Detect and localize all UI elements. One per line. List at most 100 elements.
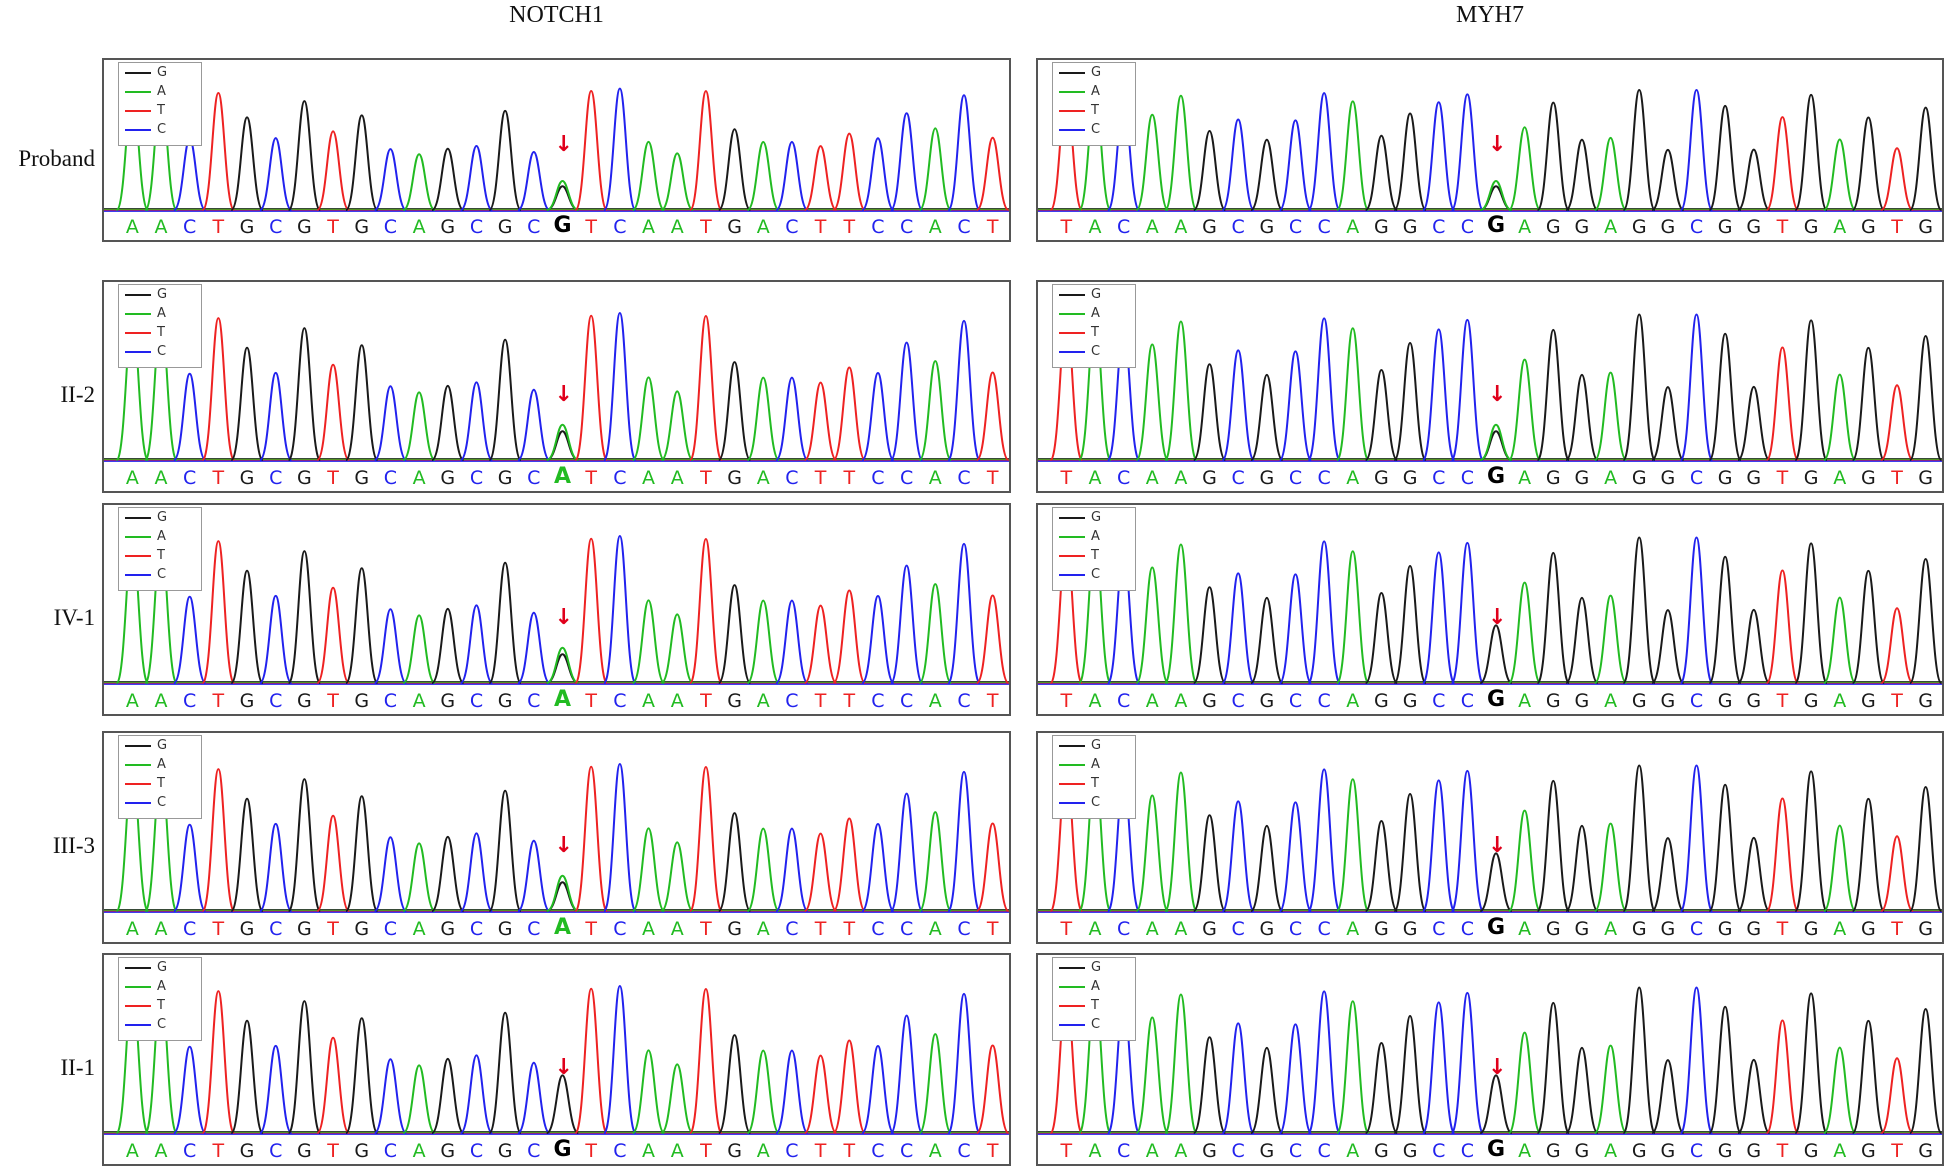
base-call: A	[412, 1140, 426, 1162]
base-call: T	[986, 918, 999, 940]
peak-t	[1880, 607, 1914, 684]
peak-g	[1565, 373, 1599, 461]
peak-c	[1679, 88, 1714, 211]
peak-g	[1364, 1041, 1399, 1134]
base-call: G	[1803, 467, 1819, 489]
base-call: G	[1545, 918, 1561, 940]
peak-t	[574, 537, 608, 684]
peak-g	[1708, 1005, 1742, 1134]
base-call: A	[1518, 216, 1532, 238]
peak-g	[1250, 596, 1284, 684]
base-call: T	[1776, 467, 1789, 489]
peak-g	[1708, 332, 1742, 461]
peak-g	[1708, 104, 1742, 211]
base-call: C	[1231, 467, 1245, 489]
base-call: C	[1231, 216, 1245, 238]
peak-t	[1880, 835, 1914, 912]
peak-a	[660, 841, 694, 912]
base-call: G	[1660, 690, 1676, 712]
peak-t	[689, 314, 723, 461]
legend-label: G	[157, 738, 168, 753]
base-call: G	[1861, 690, 1876, 712]
peak-g	[287, 100, 322, 211]
base-call: G	[1486, 1137, 1506, 1162]
peak-a	[918, 127, 953, 211]
variant-arrow-icon: ↓	[1488, 382, 1507, 407]
base-call: A	[1145, 690, 1159, 712]
legend-entry: A	[125, 305, 166, 323]
base-call: T	[212, 216, 225, 238]
trace-plot	[1038, 88, 1942, 212]
base-call: A	[1088, 216, 1102, 238]
peak-t	[975, 822, 1009, 912]
chromatogram-panel-notch1: G A T C A A C T G C G T G C A G C G C A T C A A T G A C T T C C A C T ↓	[102, 503, 1011, 716]
peak-t	[1880, 1057, 1914, 1134]
legend-entry: G	[1059, 509, 1101, 527]
base-call: T	[585, 918, 597, 940]
base-call: T	[843, 1140, 856, 1162]
legend-entry: G	[125, 959, 167, 977]
base-call: G	[1486, 464, 1506, 489]
legend-swatch	[125, 801, 151, 804]
peak-a	[1823, 138, 1857, 211]
base-call: T	[814, 467, 827, 489]
base-call: A	[670, 918, 684, 940]
base-call: T	[814, 690, 827, 712]
base-call: G	[1918, 467, 1934, 489]
legend-label: G	[1091, 960, 1102, 975]
legend-entry: G	[1059, 737, 1101, 755]
base-call: A	[1604, 690, 1618, 712]
base-call: T	[1776, 216, 1789, 238]
peak-a	[402, 153, 436, 211]
peak-t	[803, 381, 838, 461]
base-call: G	[297, 690, 312, 712]
peak-g	[287, 778, 322, 912]
legend-label: C	[157, 122, 167, 137]
legend-entry: C	[1059, 121, 1100, 139]
base-call: A	[756, 216, 770, 238]
base-call: T	[1891, 918, 1903, 940]
base-call: C	[383, 690, 398, 712]
peak-c	[1450, 769, 1485, 912]
peak-g	[230, 1019, 264, 1134]
legend-swatch	[125, 554, 151, 557]
legend-label: A	[157, 979, 166, 994]
base-call: G	[1202, 467, 1217, 489]
variant-arrow-icon: ↓	[1488, 833, 1507, 858]
peak-a	[1593, 371, 1628, 461]
peak-c	[889, 1014, 924, 1134]
legend-label: G	[157, 65, 168, 80]
peak-g	[1250, 138, 1284, 211]
base-call: T	[700, 1140, 712, 1162]
legend-label: T	[157, 998, 165, 1013]
base-call: T	[1060, 1140, 1073, 1162]
peak-a	[631, 140, 666, 211]
peak-c	[1278, 119, 1313, 211]
legend-label: A	[157, 84, 166, 99]
peak-t	[1880, 147, 1914, 211]
legend-swatch	[125, 535, 151, 538]
base-call: A	[670, 690, 684, 712]
legend-entry: T	[1059, 775, 1099, 793]
legend-entry: T	[125, 547, 165, 565]
base-call: C	[957, 918, 971, 940]
chromatogram-panel-myh7: G A T C T A C A A G C G C C A G G C C G A G G A G G C G G T G A G T G ↓	[1036, 731, 1944, 944]
peak-c	[775, 827, 809, 912]
base-call: C	[527, 1140, 541, 1162]
peak-a	[546, 646, 579, 684]
peak-g	[1908, 557, 1942, 684]
base-call: G	[1717, 216, 1733, 238]
peak-g	[1479, 1074, 1513, 1134]
peak-a	[546, 179, 579, 211]
peak-c	[1679, 313, 1714, 461]
base-call: C	[383, 216, 398, 238]
legend-swatch	[125, 90, 151, 93]
legend-label: G	[1091, 65, 1102, 80]
legend-entry: C	[125, 566, 166, 584]
